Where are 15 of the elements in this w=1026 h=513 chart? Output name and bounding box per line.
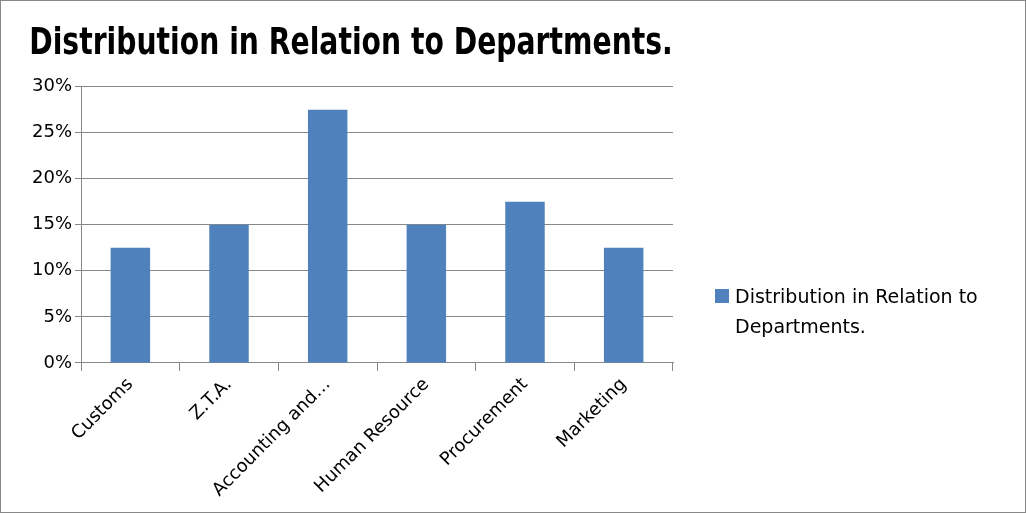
y-tick-label: 10% <box>31 258 73 280</box>
y-tick-label: 25% <box>31 120 73 142</box>
bar <box>110 247 151 363</box>
bar <box>505 201 545 363</box>
y-tick-label: 30% <box>31 74 73 96</box>
y-tick-label: 5% <box>43 304 73 326</box>
chart-title: Distribution in Relation to Departments. <box>29 18 673 63</box>
bar <box>603 247 644 363</box>
legend-label: Distribution in Relation to Departments. <box>735 284 979 339</box>
y-tick-label: 15% <box>31 212 73 234</box>
bar <box>209 224 249 363</box>
bar <box>307 109 348 363</box>
y-tick-label: 0% <box>43 350 73 372</box>
y-tick-label: 20% <box>31 166 73 188</box>
bar <box>406 224 447 363</box>
